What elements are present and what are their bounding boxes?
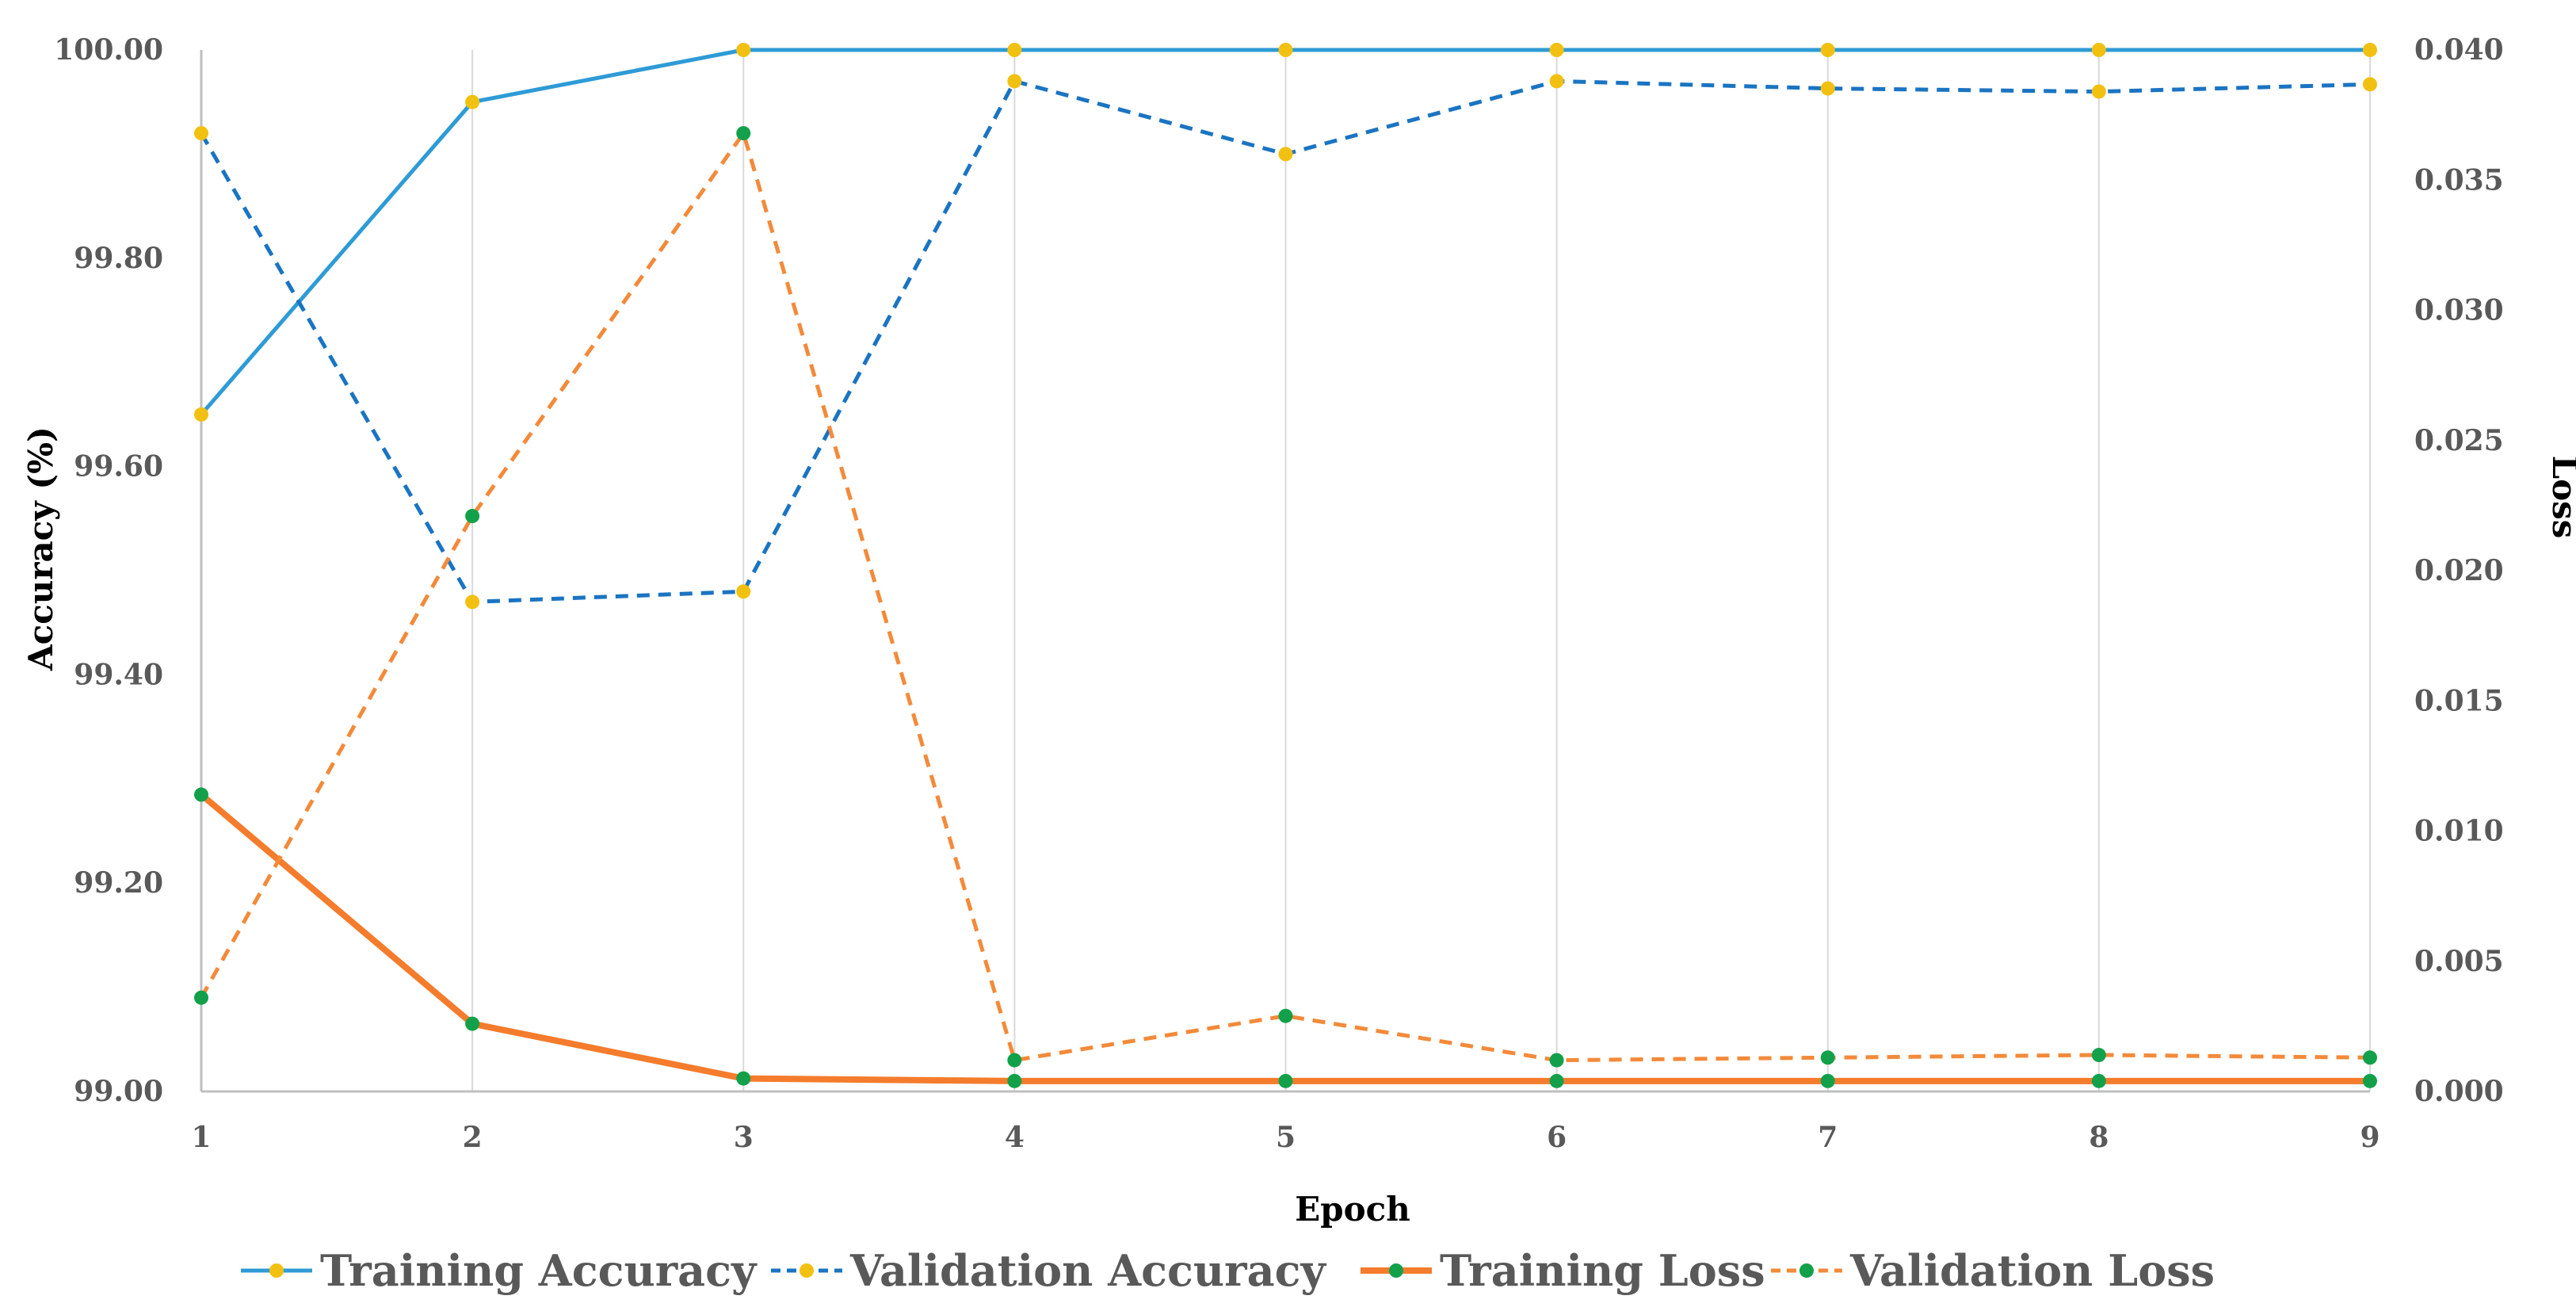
data-point-training-accuracy — [1550, 43, 1564, 57]
y2-tick-label: 0.015 — [2414, 684, 2504, 717]
data-point-training-loss — [736, 1072, 750, 1086]
data-point-validation-loss — [1550, 1053, 1564, 1068]
data-point-training-loss — [194, 788, 208, 802]
y2-axis-title: Loss — [2545, 456, 2576, 539]
x-tick-label: 4 — [1005, 1121, 1025, 1154]
legend-item-training-loss: Training Loss — [1361, 1245, 1765, 1296]
y2-tick-label: 0.030 — [2414, 294, 2504, 327]
legend-marker-swatch — [800, 1263, 814, 1278]
data-point-validation-loss — [1007, 1053, 1021, 1068]
y2-tick-label: 0.000 — [2414, 1075, 2504, 1108]
data-point-validation-loss — [1279, 1009, 1293, 1023]
legend-label: Validation Accuracy — [849, 1245, 1326, 1296]
data-point-validation-accuracy — [1821, 82, 1835, 96]
legend-marker-swatch — [1389, 1263, 1403, 1278]
data-point-validation-accuracy — [1279, 147, 1293, 161]
chart-container: 1 2 3 4 5 6 7 8 9 99.00 99.20 99.40 99.60 99.80 100.00… — [0, 0, 2576, 1311]
legend-item-training-accuracy: Training Accuracy — [241, 1245, 758, 1296]
data-point-validation-accuracy — [194, 126, 208, 140]
y2-tick-label: 0.025 — [2414, 424, 2504, 457]
x-tick-label: 8 — [2089, 1121, 2109, 1154]
legend-label: Training Accuracy — [320, 1245, 758, 1296]
x-tick-label: 5 — [1276, 1121, 1296, 1154]
data-point-training-accuracy — [1821, 43, 1835, 57]
y-axis-title: Accuracy (%) — [21, 426, 60, 671]
y2-tick-label: 0.035 — [2414, 163, 2504, 197]
x-tick-label: 2 — [463, 1121, 483, 1154]
y2-tick-label: 0.010 — [2414, 815, 2504, 848]
data-point-validation-accuracy — [2092, 85, 2106, 99]
data-point-training-accuracy — [736, 43, 750, 57]
y-tick-label: 99.40 — [74, 658, 163, 691]
y2-tick-label: 0.020 — [2414, 554, 2504, 587]
y2-tick-label: 0.040 — [2414, 33, 2504, 67]
data-point-training-loss — [1007, 1074, 1021, 1088]
data-point-validation-loss — [2363, 1050, 2377, 1064]
legend-item-validation-loss: Validation Loss — [1771, 1245, 2215, 1296]
tick-labels: 1 2 3 4 5 6 7 8 9 99.00 99.20 99.40 99.60 99.80 100.00… — [54, 33, 2504, 1154]
data-point-training-loss — [1821, 1074, 1835, 1088]
legend: Training Accuracy Validation Accuracy Trai… — [241, 1245, 2215, 1296]
data-point-training-loss — [465, 1017, 479, 1031]
data-point-training-loss — [2363, 1074, 2377, 1088]
x-tick-label: 3 — [734, 1121, 754, 1154]
legend-marker-swatch — [1799, 1263, 1814, 1278]
x-axis-title: Epoch — [1295, 1190, 1410, 1229]
line-chart: 1 2 3 4 5 6 7 8 9 99.00 99.20 99.40 99.60 99.80 100.00… — [0, 0, 2576, 1311]
y-tick-label: 99.20 — [74, 866, 163, 900]
data-point-validation-loss — [2092, 1048, 2106, 1062]
data-point-training-accuracy — [2092, 43, 2106, 57]
data-point-validation-accuracy — [1550, 74, 1564, 88]
legend-label: Training Loss — [1440, 1245, 1765, 1296]
data-point-training-loss — [1279, 1074, 1293, 1088]
legend-item-validation-accuracy: Validation Accuracy — [771, 1245, 1326, 1296]
data-point-training-loss — [1550, 1074, 1564, 1088]
data-point-validation-loss — [194, 991, 208, 1005]
data-point-training-loss — [2092, 1074, 2106, 1088]
data-point-training-accuracy — [465, 95, 479, 109]
data-point-validation-accuracy — [736, 584, 750, 598]
data-point-training-accuracy — [1279, 43, 1293, 57]
data-point-validation-loss — [465, 509, 479, 523]
y2-tick-label: 0.005 — [2414, 945, 2504, 978]
grid-lines — [472, 50, 2370, 1091]
x-tick-label: 7 — [1818, 1121, 1838, 1154]
data-point-validation-accuracy — [2363, 77, 2377, 91]
y-tick-label: 99.60 — [74, 450, 163, 484]
data-point-training-accuracy — [2363, 43, 2377, 57]
legend-marker-swatch — [269, 1263, 284, 1278]
legend-label: Validation Loss — [1849, 1245, 2215, 1296]
data-point-training-accuracy — [1007, 43, 1021, 57]
data-point-training-accuracy — [194, 407, 208, 422]
x-tick-label: 9 — [2360, 1121, 2379, 1154]
data-point-validation-accuracy — [465, 594, 479, 609]
x-tick-label: 1 — [191, 1121, 211, 1154]
x-tick-label: 6 — [1547, 1121, 1567, 1154]
y-tick-label: 99.80 — [74, 242, 163, 275]
data-point-validation-loss — [1821, 1050, 1835, 1064]
y-tick-label: 100.00 — [54, 33, 163, 67]
y-tick-label: 99.00 — [74, 1075, 163, 1108]
data-point-validation-loss — [736, 126, 750, 140]
data-point-validation-accuracy — [1007, 74, 1021, 88]
